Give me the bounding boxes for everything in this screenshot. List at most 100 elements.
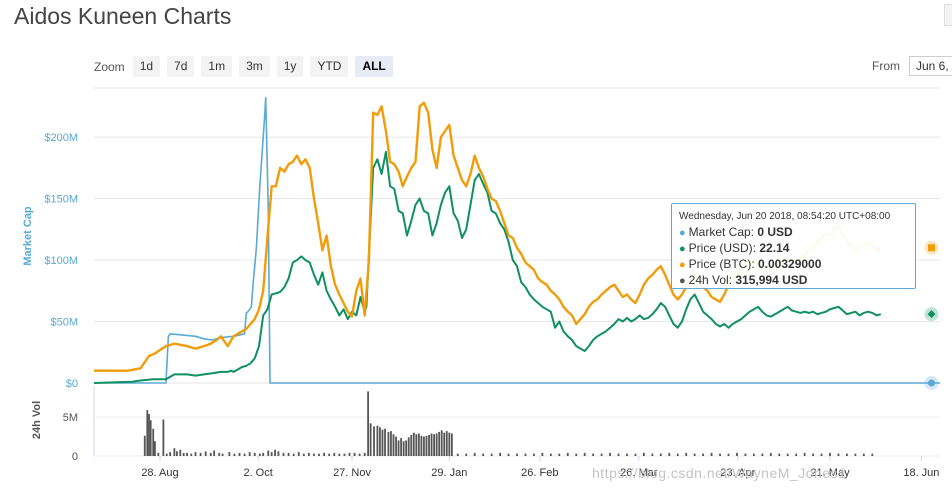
volume-bar	[651, 453, 654, 456]
zoom-ytd-button[interactable]: YTD	[310, 56, 349, 77]
from-date-input[interactable]	[909, 56, 952, 76]
tooltip-row-market-cap: ● Market Cap: 0 USD	[679, 225, 908, 241]
y-tick-label: $100M	[44, 255, 78, 267]
volume-bar	[803, 452, 806, 456]
volume-bar	[182, 452, 185, 456]
volume-bar	[149, 420, 152, 456]
volume-bar	[812, 453, 814, 456]
volume-bar	[213, 450, 216, 456]
x-tick-label: 26. Mar	[620, 467, 658, 479]
volume-bar	[358, 453, 361, 456]
volume-bar	[482, 453, 485, 456]
volume-bar	[659, 453, 662, 456]
price-usd-line	[93, 150, 882, 384]
tooltip-label: Market Cap:	[688, 225, 755, 239]
volume-bar	[533, 453, 535, 456]
menu-button[interactable]	[944, 4, 952, 26]
volume-bar	[367, 391, 370, 456]
volume-bar	[169, 452, 172, 456]
tooltip-value: 0.00329000	[758, 257, 822, 271]
volume-bar	[507, 453, 510, 456]
zoom-all-button[interactable]: ALL	[355, 56, 393, 77]
volume-bar	[786, 453, 789, 456]
tooltip-label: Price (BTC):	[688, 257, 755, 271]
from-label: From	[872, 59, 900, 73]
y-axis-title: Market Cap	[22, 206, 34, 266]
volume-bar	[456, 453, 459, 456]
volume-bar	[194, 452, 197, 456]
volume-bar	[405, 440, 408, 456]
zoom-7d-button[interactable]: 7d	[167, 56, 195, 77]
volume-bar	[407, 437, 410, 456]
volume-bar	[727, 453, 730, 456]
tooltip-row-price-btc: ● Price (BTC): 0.00329000	[679, 257, 908, 273]
volume-bar	[392, 434, 395, 456]
market-cap-marker	[928, 379, 936, 387]
volume-bar	[277, 451, 280, 456]
volume-bar	[634, 453, 637, 456]
volume-bar	[736, 452, 738, 456]
volume-bar	[381, 429, 384, 456]
tooltip-value: 22.14	[759, 241, 790, 255]
volume-bar	[617, 453, 620, 456]
volume-bar	[862, 453, 865, 456]
volume-bar	[443, 432, 446, 456]
volume-bar	[348, 452, 351, 456]
zoom-1y-button[interactable]: 1y	[276, 56, 304, 77]
volume-bar	[473, 452, 476, 456]
volume-bar	[423, 436, 425, 456]
volume-bar	[846, 453, 848, 456]
tooltip-value: 0 USD	[757, 225, 793, 239]
volume-bar	[152, 428, 155, 456]
volume-bar	[490, 453, 493, 456]
tooltip-row-volume: ● 24h Vol: 315,994 USD	[679, 273, 908, 289]
volume-bar	[524, 453, 527, 456]
volume-bar	[609, 452, 611, 456]
volume-bar	[676, 453, 679, 456]
volume-bar	[162, 419, 165, 456]
volume-bar	[373, 426, 375, 456]
y-tick-label: $50M	[50, 317, 78, 329]
zoom-1d-button[interactable]: 1d	[132, 56, 161, 77]
volume-bar	[829, 452, 831, 456]
tooltip-label: Price (USD):	[688, 241, 756, 255]
market-cap-dot-icon: ●	[679, 227, 686, 239]
watermark: https://blog.csdn.net/WayneM_Jones1	[592, 465, 847, 481]
volume-bar	[243, 453, 246, 456]
volume-bar	[395, 436, 397, 456]
volume-bar	[186, 452, 188, 456]
volume-bar	[307, 452, 310, 456]
volume-bar	[499, 452, 501, 456]
zoom-1m-button[interactable]: 1m	[201, 56, 233, 77]
y-tick-label: $0	[66, 378, 78, 390]
volume-bar	[417, 433, 420, 456]
volume-bar	[516, 453, 518, 456]
volume-bar	[400, 438, 402, 456]
volume-bar	[435, 433, 438, 456]
volume-bar	[448, 432, 451, 456]
volume-bar	[146, 410, 149, 456]
volume-bar	[221, 453, 224, 456]
volume-bar	[600, 453, 603, 456]
volume-bar	[204, 451, 207, 456]
volume-bar	[685, 452, 688, 456]
x-tick-label: 29. Jan	[431, 467, 467, 479]
volume-bar	[415, 434, 418, 456]
volume-tick-label: 5M	[63, 412, 78, 424]
volume-bar	[173, 448, 176, 456]
volume-bar	[292, 453, 295, 456]
zoom-3m-button[interactable]: 3m	[239, 56, 270, 77]
volume-bar	[190, 453, 193, 456]
volume-bar	[702, 453, 705, 456]
volume-bar	[228, 452, 231, 456]
volume-bar	[218, 452, 221, 456]
volume-bar	[165, 453, 168, 456]
volume-bar	[583, 452, 586, 456]
volume-bar	[267, 450, 270, 456]
chart-title: Aidos Kuneen Charts	[14, 3, 232, 29]
volume-bar	[302, 453, 305, 456]
volume-bar	[430, 433, 433, 456]
volume-bar	[390, 431, 392, 456]
volume-bar	[719, 453, 721, 456]
